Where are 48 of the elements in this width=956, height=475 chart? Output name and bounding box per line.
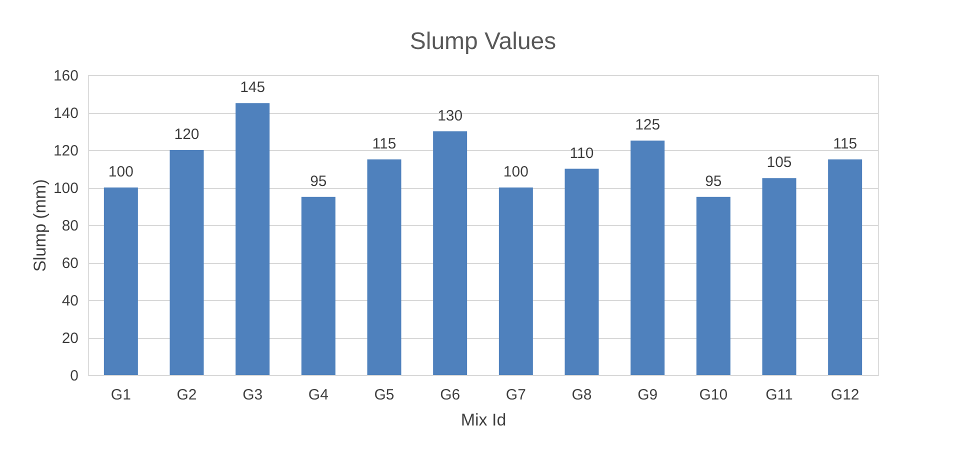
bar [696, 196, 730, 375]
bar [564, 168, 599, 375]
bar [104, 188, 138, 375]
y-tick-label: 0 [70, 368, 78, 384]
data-label: 95 [705, 172, 722, 190]
bar [630, 140, 665, 375]
chart-title: Slump Values [410, 28, 556, 55]
x-tick-label: G12 [830, 386, 860, 404]
y-tick-label: 80 [62, 218, 78, 234]
y-tick-label: 100 [53, 180, 78, 197]
data-label: 100 [503, 164, 528, 180]
bar [828, 159, 862, 375]
data-label: 105 [766, 154, 792, 172]
bar [301, 196, 336, 375]
data-label: 125 [635, 116, 660, 134]
data-label: 95 [310, 172, 327, 190]
data-label: 115 [372, 135, 396, 152]
x-tick-label: G10 [699, 386, 728, 404]
x-tick-label: G4 [308, 386, 328, 404]
x-tick-label: G6 [440, 386, 460, 404]
x-tick-label: G2 [176, 386, 197, 404]
bar [498, 188, 533, 375]
data-label: 145 [240, 79, 266, 96]
y-tick-label: 60 [62, 255, 78, 272]
y-tick-label: 120 [53, 142, 78, 160]
x-tick-label: G8 [572, 386, 592, 404]
x-tick-label: G5 [374, 386, 394, 404]
x-tick-label: G11 [766, 386, 793, 404]
bar [236, 103, 270, 375]
data-label: 100 [108, 164, 134, 180]
y-axis-title: Slump (mm) [30, 179, 50, 272]
y-tick-label: 140 [53, 105, 78, 122]
x-axis-title: Mix Id [460, 410, 506, 430]
bar [367, 159, 402, 375]
bar [170, 150, 204, 375]
x-tick-label: G1 [110, 386, 131, 404]
data-label: 120 [174, 126, 200, 143]
y-tick-label: 20 [62, 330, 78, 347]
data-label: 115 [833, 135, 858, 152]
bar [433, 131, 468, 375]
data-label: 110 [570, 144, 594, 162]
bar [762, 178, 796, 375]
data-label: 130 [438, 107, 463, 124]
x-tick-label: G7 [506, 386, 526, 404]
y-tick-label: 160 [53, 68, 78, 84]
x-tick-label: G9 [638, 386, 658, 404]
x-tick-label: G3 [242, 386, 263, 404]
y-tick-label: 40 [62, 292, 78, 310]
